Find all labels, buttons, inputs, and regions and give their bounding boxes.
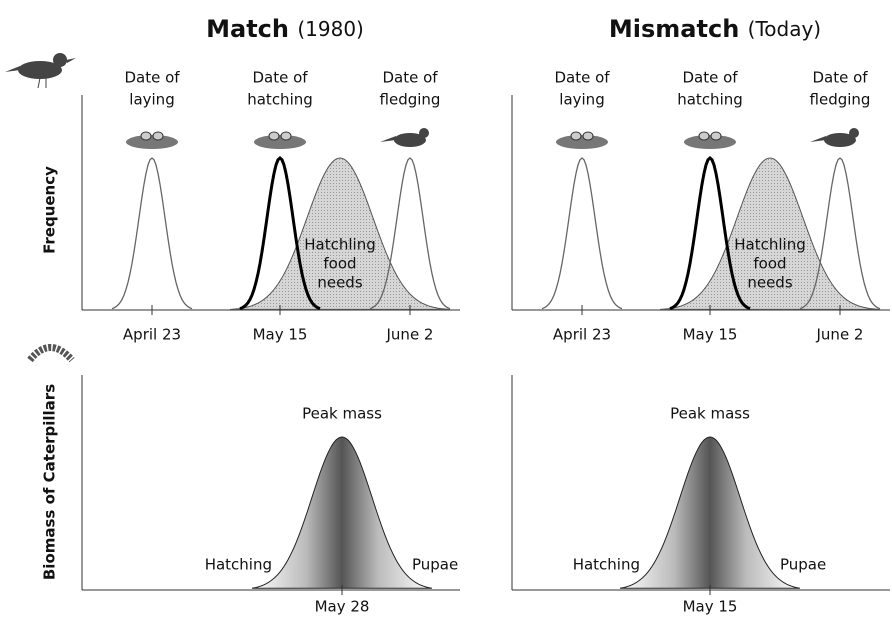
panel-title: Mismatch (Today) [609, 15, 821, 43]
title-main: Match [206, 15, 289, 43]
date-label: May 15 [683, 598, 738, 616]
egg [153, 132, 163, 140]
food-label: Hatchling [734, 236, 805, 254]
food-label: food [753, 255, 786, 273]
egg [269, 132, 279, 140]
event-label: laying [559, 91, 604, 109]
date-label: May 15 [683, 326, 738, 344]
food-label: needs [317, 274, 362, 292]
event-label: fledging [810, 91, 871, 109]
bird-head [419, 128, 429, 138]
title-note: (Today) [748, 17, 821, 41]
nest-icon [126, 135, 178, 149]
biomass-curve [620, 437, 800, 588]
date-label: June 2 [386, 326, 434, 344]
diagram: Frequency Biomass of Caterpillars Match … [0, 0, 892, 617]
biomass-curve [252, 437, 432, 588]
y-label-biomass: Biomass of Caterpillars [41, 384, 59, 580]
event-label: fledging [380, 91, 441, 109]
event-label: hatching [247, 91, 313, 109]
event-label: Date of [554, 69, 610, 87]
event-label: Date of [382, 69, 438, 87]
date-label: April 23 [123, 326, 181, 344]
peak-label: Peak mass [302, 405, 382, 423]
caterpillar-icon [30, 348, 72, 361]
nest-icon [556, 135, 608, 149]
event-label: Date of [812, 69, 868, 87]
food-label: Hatchling [304, 236, 375, 254]
egg [583, 132, 593, 140]
bird-head [849, 128, 859, 138]
date-label: June 2 [816, 326, 864, 344]
title-note: (1980) [297, 17, 364, 41]
panel-title: Match (1980) [206, 15, 364, 43]
date-label: May 15 [253, 326, 308, 344]
title-main: Mismatch [609, 15, 739, 43]
end-label: Pupae [412, 556, 458, 574]
egg [699, 132, 709, 140]
egg [281, 132, 291, 140]
event-label: laying [129, 91, 174, 109]
bird-icon [5, 53, 76, 88]
egg [571, 132, 581, 140]
event-label: Date of [124, 69, 180, 87]
egg [141, 132, 151, 140]
food-label: needs [747, 274, 792, 292]
end-label: Pupae [780, 556, 826, 574]
bird-tail [810, 136, 826, 142]
start-label: Hatching [573, 556, 640, 574]
nest-icon [254, 135, 306, 149]
peak-label: Peak mass [670, 405, 750, 423]
event-label: hatching [677, 91, 743, 109]
egg [711, 132, 721, 140]
date-label: April 23 [553, 326, 611, 344]
frequency-curve [542, 158, 622, 309]
event-label: Date of [252, 69, 308, 87]
start-label: Hatching [205, 556, 272, 574]
bird-tail [380, 136, 396, 142]
y-label-frequency: Frequency [41, 166, 59, 254]
nest-icon [684, 135, 736, 149]
food-label: food [323, 255, 356, 273]
date-label: May 28 [315, 598, 370, 616]
event-label: Date of [682, 69, 738, 87]
frequency-curve [112, 158, 192, 309]
